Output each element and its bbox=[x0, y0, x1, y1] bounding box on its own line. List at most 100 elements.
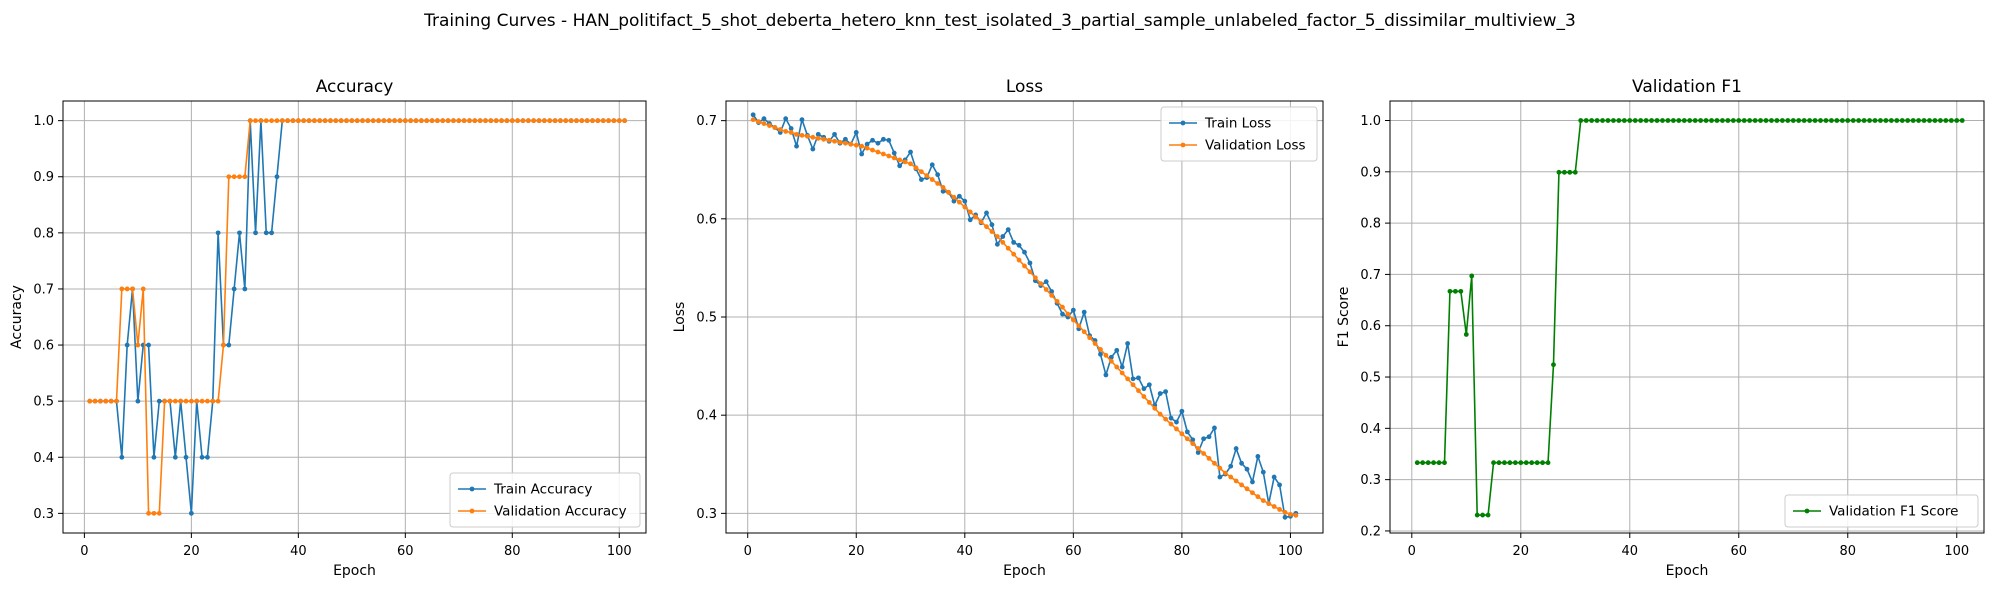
panel-loss-series-1-point-37 bbox=[951, 194, 957, 200]
panel-f1-series-0-point-41 bbox=[1638, 118, 1644, 123]
panel-f1-series-0-point-76 bbox=[1829, 118, 1834, 123]
panel-accuracy-series-1-point-71 bbox=[467, 118, 472, 124]
panel-accuracy-series-1-point-90 bbox=[568, 118, 574, 124]
panel-f1-series-0-point-81 bbox=[1856, 118, 1862, 123]
panel-loss-series-1-point-98 bbox=[1282, 509, 1288, 515]
panel-accuracy-series-0-point-29 bbox=[242, 286, 248, 292]
panel-loss-series-0-point-90 bbox=[1239, 460, 1244, 466]
panel-loss-series-0-point-67 bbox=[1114, 347, 1120, 353]
panel-f1-series-0-point-98 bbox=[1948, 118, 1954, 123]
panel-accuracy-series-1-point-73 bbox=[477, 118, 483, 124]
panel-loss-series-0-point-88 bbox=[1228, 463, 1234, 469]
panel-loss-series-1-point-14 bbox=[826, 137, 832, 143]
panel-f1-series-0-point-99 bbox=[1954, 118, 1960, 123]
panel-f1-series-0-point-17 bbox=[1507, 460, 1513, 466]
panel-loss-series-1-point-6 bbox=[783, 129, 789, 134]
panel-f1-ytick-label-8: 1.0 bbox=[1360, 114, 1381, 129]
panel-accuracy-series-1-point-50 bbox=[354, 118, 360, 124]
panel-loss-series-0-point-64 bbox=[1098, 351, 1103, 357]
panel-loss-series-1-point-1 bbox=[756, 119, 761, 125]
panel-accuracy-series-1-point-96 bbox=[600, 118, 606, 124]
panel-accuracy-series-1-point-33 bbox=[263, 118, 269, 124]
panel-loss-series-0-point-47 bbox=[1005, 227, 1011, 233]
panel-f1-series-0-point-55 bbox=[1714, 118, 1720, 123]
panel-accuracy-series-0-point-24 bbox=[215, 230, 221, 236]
panel-loss-series-0-point-86 bbox=[1217, 474, 1223, 480]
panel-loss-series-1-point-100 bbox=[1293, 512, 1299, 518]
panel-accuracy-ytick-label-6: 0.9 bbox=[33, 170, 54, 185]
panel-accuracy-series-1-point-52 bbox=[365, 118, 371, 124]
panel-f1-series-0-point-69 bbox=[1790, 118, 1796, 123]
panel-accuracy-series-1-point-77 bbox=[499, 118, 504, 124]
validation-f1-panel: 0 20 40 60 80 100 0.2 0.3 0.4 0.5 0.6 0.7 0.8 0.9 1.0 V… bbox=[1336, 77, 1985, 579]
panel-loss-series-1-point-78 bbox=[1174, 426, 1179, 432]
panel-f1-series-0-point-33 bbox=[1594, 118, 1600, 123]
panel-loss-series-1-point-16 bbox=[837, 139, 843, 145]
panel-loss-series-1-point-85 bbox=[1212, 460, 1217, 466]
panel-f1-series-0-point-92 bbox=[1916, 118, 1922, 123]
panel-accuracy-series-1-point-31 bbox=[253, 118, 258, 124]
panel-loss-series-0-point-33 bbox=[929, 162, 935, 168]
panel-accuracy-series-1-point-57 bbox=[392, 118, 398, 124]
panel-accuracy-series-1-point-37 bbox=[285, 118, 291, 124]
panel-accuracy-series-1-point-1 bbox=[92, 398, 98, 404]
panel-f1-series-0-point-21 bbox=[1529, 460, 1535, 466]
panel-f1-series-0-point-74 bbox=[1818, 118, 1823, 123]
panel-accuracy-series-1-point-54 bbox=[376, 118, 381, 124]
panel-loss-series-0-point-49 bbox=[1016, 242, 1022, 248]
panel-f1-series-0-point-13 bbox=[1485, 512, 1491, 518]
panel-accuracy-series-1-point-11 bbox=[146, 510, 151, 516]
panel-loss-series-1-point-69 bbox=[1125, 376, 1131, 382]
panel-loss-series-0-point-43 bbox=[984, 210, 989, 216]
panel-loss-series-1-point-70 bbox=[1130, 382, 1136, 388]
panel-accuracy-series-1-point-64 bbox=[429, 118, 435, 124]
panel-loss-legend-marker-0 bbox=[1180, 120, 1186, 126]
panel-f1-series-0-point-43 bbox=[1649, 118, 1654, 123]
panel-f1-series-0-point-62 bbox=[1752, 118, 1758, 123]
panel-f1-series-0-point-54 bbox=[1709, 118, 1714, 123]
panel-accuracy-title: Accuracy bbox=[316, 77, 394, 97]
panel-accuracy-series-1-point-4 bbox=[108, 398, 114, 404]
panel-accuracy-ytick-label-5: 0.8 bbox=[33, 226, 54, 241]
panel-accuracy-series-0-point-6 bbox=[119, 454, 125, 460]
panel-loss-series-0-point-65 bbox=[1103, 372, 1109, 378]
panel-accuracy-series-1-point-36 bbox=[279, 118, 285, 124]
panel-f1-ytick-label-6: 0.8 bbox=[1360, 217, 1381, 232]
panel-loss-series-0-point-39 bbox=[962, 198, 968, 204]
panel-loss-series-0-point-37 bbox=[951, 198, 957, 204]
panel-accuracy-series-1-point-99 bbox=[616, 118, 622, 124]
panel-f1-legend-label-0: Validation F1 Score bbox=[1829, 504, 1958, 520]
panel-loss-series-1-point-12 bbox=[815, 135, 821, 141]
panel-f1-series-0-point-66 bbox=[1774, 118, 1780, 123]
panel-accuracy-series-1-point-28 bbox=[237, 174, 242, 180]
panel-loss-series-1-point-17 bbox=[843, 140, 848, 146]
panel-f1-series-0-point-95 bbox=[1932, 118, 1938, 123]
panel-loss-series-1-point-89 bbox=[1233, 478, 1239, 484]
panel-f1-series-0-point-94 bbox=[1927, 118, 1932, 123]
panel-loss-series-0-point-7 bbox=[788, 126, 794, 131]
panel-loss-series-1-point-36 bbox=[946, 189, 951, 195]
panel-accuracy-series-0-point-7 bbox=[124, 342, 130, 348]
panel-loss-series-1-point-28 bbox=[902, 159, 908, 165]
panel-f1-series-0-point-71 bbox=[1801, 118, 1807, 123]
panel-loss-series-1-point-46 bbox=[1000, 239, 1006, 245]
panel-loss-series-0-point-25 bbox=[886, 137, 892, 143]
panel-accuracy-series-0-point-35 bbox=[274, 174, 280, 180]
panel-loss-series-0-point-17 bbox=[843, 136, 848, 142]
panel-loss-series-1-point-99 bbox=[1288, 511, 1293, 517]
panel-accuracy-series-1-point-58 bbox=[397, 118, 403, 124]
panel-f1-series-0-point-47 bbox=[1670, 118, 1676, 123]
panel-loss-series-0-point-38 bbox=[956, 193, 962, 199]
panel-f1-series-0-point-5 bbox=[1442, 460, 1447, 466]
panel-loss-series-0-point-69 bbox=[1125, 341, 1131, 346]
panel-f1-series-0-point-53 bbox=[1703, 118, 1709, 123]
panel-accuracy-series-1-point-80 bbox=[515, 118, 521, 124]
panel-f1-series-0-point-46 bbox=[1665, 118, 1671, 123]
panel-f1-series-0-point-39 bbox=[1627, 118, 1633, 123]
panel-accuracy-series-1-point-0 bbox=[87, 398, 93, 404]
panel-loss-series-1-point-18 bbox=[848, 141, 854, 147]
panel-accuracy-xtick-label-2: 40 bbox=[290, 544, 307, 559]
panel-f1-series-0-point-91 bbox=[1910, 118, 1916, 123]
panel-loss-series-1-point-55 bbox=[1049, 293, 1055, 298]
panel-accuracy-series-0-point-18 bbox=[183, 454, 189, 460]
